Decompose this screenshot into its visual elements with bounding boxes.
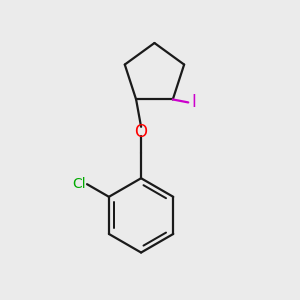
- Text: Cl: Cl: [72, 177, 86, 191]
- Text: I: I: [191, 93, 196, 111]
- Text: O: O: [135, 123, 148, 141]
